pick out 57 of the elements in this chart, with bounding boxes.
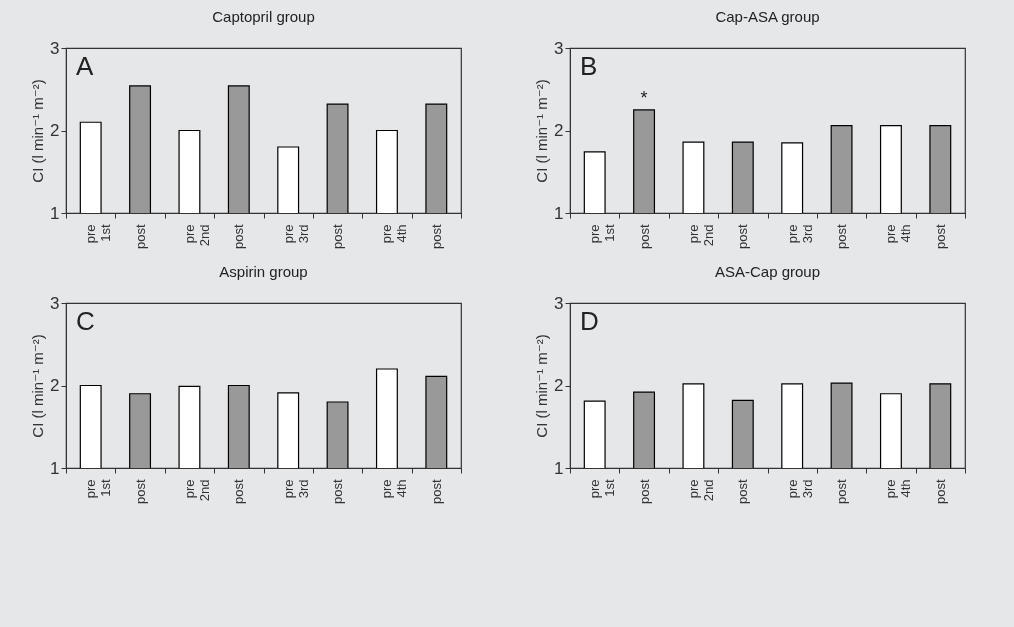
chart-title: ASA-Cap group — [714, 263, 821, 280]
y-tick-label: 3 — [554, 293, 564, 313]
y-tick-label: 2 — [554, 376, 564, 395]
x-tick-label: post — [428, 479, 444, 505]
y-tick-label: 3 — [50, 293, 60, 313]
chart-title: Aspirin group — [219, 263, 308, 280]
y-tick-label: 1 — [554, 458, 564, 478]
y-tick-label: 2 — [50, 121, 60, 140]
x-tick-label: post — [132, 224, 148, 250]
y-axis-title: CI (l min⁻¹ m⁻²) — [533, 79, 551, 183]
y-tick-label: 1 — [554, 203, 564, 223]
x-tick-label: pre 1st — [587, 479, 618, 499]
x-tick-label: pre 2nd — [685, 479, 716, 502]
annotation: A — [76, 51, 94, 81]
x-tick-label: post — [636, 479, 652, 505]
x-tick-label: pre 1st — [83, 224, 114, 244]
x-tick-label: pre 3rd — [280, 479, 311, 499]
x-tick-label: post — [932, 479, 948, 505]
y-axis-title: CI (l min⁻¹ m⁻²) — [29, 334, 47, 438]
y-tick-label: 1 — [50, 458, 60, 478]
x-tick-label: post — [231, 224, 247, 250]
x-tick-label: post — [428, 224, 444, 250]
x-tick-label: post — [735, 224, 751, 250]
x-tick-label: pre 4th — [883, 479, 914, 499]
y-tick-label: 3 — [50, 38, 60, 58]
x-tick-label: post — [932, 224, 948, 250]
x-tick-label: post — [834, 479, 850, 505]
annotation: B — [580, 51, 598, 81]
y-tick-label: 2 — [50, 376, 60, 395]
x-tick-label: pre 3rd — [784, 224, 815, 244]
annotation: C — [76, 306, 95, 336]
x-tick-label: pre 4th — [883, 224, 914, 244]
chart-title: Cap-ASA group — [715, 8, 820, 25]
x-tick-label: pre 2nd — [181, 479, 212, 502]
x-tick-label: post — [330, 479, 346, 505]
x-tick-label: post — [834, 224, 850, 250]
x-tick-label: pre 2nd — [181, 224, 212, 247]
y-tick-label: 2 — [554, 121, 564, 140]
y-axis-title: CI (l min⁻¹ m⁻²) — [29, 79, 47, 183]
x-tick-label: pre 3rd — [280, 224, 311, 244]
x-tick-label: pre 2nd — [685, 224, 716, 247]
x-tick-label: pre 1st — [587, 224, 618, 244]
x-tick-label: post — [735, 479, 751, 505]
annotation: D — [580, 306, 599, 336]
x-tick-label: pre 4th — [379, 479, 410, 499]
x-tick-label: pre 3rd — [784, 479, 815, 499]
y-tick-label: 1 — [50, 203, 60, 223]
x-tick-label: post — [330, 224, 346, 250]
x-tick-label: pre 4th — [379, 224, 410, 244]
y-axis-title: CI (l min⁻¹ m⁻²) — [533, 334, 551, 438]
chart-title: Captopril group — [212, 8, 315, 25]
annotation: * — [640, 87, 648, 108]
x-tick-label: post — [132, 479, 148, 505]
x-tick-label: pre 1st — [83, 479, 114, 499]
y-tick-label: 3 — [554, 38, 564, 58]
x-tick-label: post — [231, 479, 247, 505]
x-tick-label: post — [636, 224, 652, 250]
